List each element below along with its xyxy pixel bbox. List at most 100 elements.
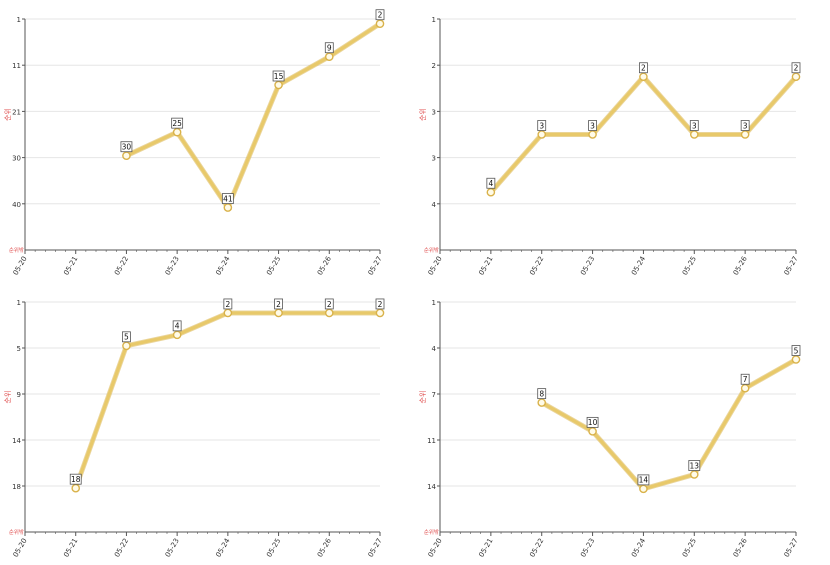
data-point	[486, 187, 496, 197]
data-point	[274, 80, 283, 90]
data-label: 3	[692, 121, 697, 130]
data-point	[172, 330, 182, 340]
data-label: 5	[794, 346, 799, 355]
data-label-box	[740, 120, 750, 131]
data-label: 14	[639, 476, 649, 485]
data-point	[223, 308, 233, 318]
data-point	[791, 72, 801, 82]
data-label: 9	[327, 44, 332, 53]
data-label-box	[272, 70, 285, 82]
data-label: 3	[539, 121, 544, 130]
data-label-box	[588, 120, 597, 131]
y-tick-label: 14	[12, 437, 21, 445]
data-label: 8	[539, 389, 544, 398]
data-point	[274, 308, 283, 318]
data-label-box	[375, 298, 385, 310]
x-tick-label: 05-25	[681, 537, 698, 559]
out-of-rank-label: 순위밖	[424, 246, 439, 254]
y-tick-label: 3	[432, 155, 436, 163]
out-of-rank-label: 순위밖	[9, 246, 24, 254]
data-label: 15	[274, 72, 284, 81]
data-label-box	[586, 416, 599, 428]
data-point	[122, 151, 131, 161]
data-label: 2	[378, 11, 383, 20]
data-label: 4	[488, 179, 493, 188]
x-tick-label: 05-21	[62, 537, 79, 559]
y-tick-label: 2	[432, 62, 436, 70]
x-tick-label: 05-25	[681, 255, 698, 277]
data-point	[639, 484, 648, 494]
data-point	[689, 130, 699, 139]
data-label-box	[221, 193, 234, 204]
x-tick-label: 05-24	[214, 255, 231, 277]
data-point	[324, 52, 334, 62]
x-tick-label: 05-22	[113, 255, 130, 277]
x-tick-label: 05-20	[12, 537, 29, 559]
out-of-rank-label: 순위밖	[9, 528, 24, 536]
y-tick-label: 9	[17, 391, 21, 399]
x-tick-label: 05-24	[630, 537, 647, 559]
data-label-box	[791, 62, 801, 74]
data-label-box	[537, 120, 547, 131]
series-line	[124, 22, 382, 210]
data-point	[122, 341, 131, 351]
y-tick-label: 5	[17, 345, 21, 353]
data-label: 2	[794, 64, 799, 73]
data-label-box	[689, 120, 699, 131]
y-tick-label: 1	[17, 299, 21, 307]
data-label-box	[688, 460, 701, 471]
y-axis-label: 순위	[4, 391, 12, 404]
series-line-shadow	[488, 74, 799, 195]
y-tick-label: 1	[17, 16, 21, 24]
y-tick-label: 18	[12, 483, 21, 491]
data-label: 41	[223, 194, 233, 203]
data-label: 2	[327, 300, 332, 309]
y-tick-label: 30	[12, 155, 21, 163]
data-label: 2	[641, 64, 646, 73]
data-label-box	[172, 320, 182, 332]
x-tick-label: 05-26	[316, 537, 333, 559]
x-tick-label: 05-21	[62, 255, 79, 277]
series-line-shadow	[123, 21, 383, 211]
y-tick-label: 14	[427, 483, 436, 491]
series-line	[540, 357, 798, 491]
data-label-box	[324, 42, 334, 54]
data-point	[375, 308, 385, 318]
data-label-box	[171, 117, 184, 129]
data-point	[588, 427, 597, 436]
data-point	[588, 130, 597, 139]
data-label-box	[122, 331, 131, 343]
x-tick-label: 05-25	[265, 537, 282, 559]
data-label-box	[637, 474, 650, 486]
data-point	[324, 308, 334, 318]
series-line-shadow	[73, 310, 383, 491]
x-tick-label: 05-24	[630, 255, 647, 277]
y-tick-label: 40	[12, 201, 21, 209]
x-tick-label: 05-23	[579, 537, 596, 559]
data-label: 30	[122, 143, 132, 152]
data-label: 2	[378, 300, 383, 309]
x-tick-label: 05-20	[427, 537, 444, 559]
y-tick-label: 1	[432, 299, 436, 307]
y-tick-label: 3	[432, 108, 436, 116]
data-label: 3	[743, 121, 748, 130]
data-point	[71, 483, 81, 493]
series-line	[74, 311, 382, 490]
x-tick-label: 05-23	[579, 255, 596, 277]
chart-panel-2: 1 2 3 3 4 05-20 05-21 05-22 05-23 05-24 05-25 05-26…	[419, 16, 801, 277]
y-tick-label: 21	[12, 108, 21, 116]
data-label-box	[791, 345, 801, 356]
data-label-box	[120, 141, 133, 153]
x-tick-label: 05-23	[164, 255, 181, 277]
y-tick-label: 11	[12, 62, 21, 70]
data-point	[172, 127, 182, 137]
data-label: 25	[172, 119, 182, 128]
x-tick-label: 05-26	[732, 255, 749, 277]
data-point	[537, 130, 547, 139]
x-tick-label: 05-23	[164, 537, 181, 559]
data-label-box	[486, 177, 496, 189]
x-tick-label: 05-27	[783, 537, 800, 559]
data-label: 10	[588, 418, 598, 427]
data-point	[223, 203, 233, 212]
data-label-box	[740, 373, 750, 385]
